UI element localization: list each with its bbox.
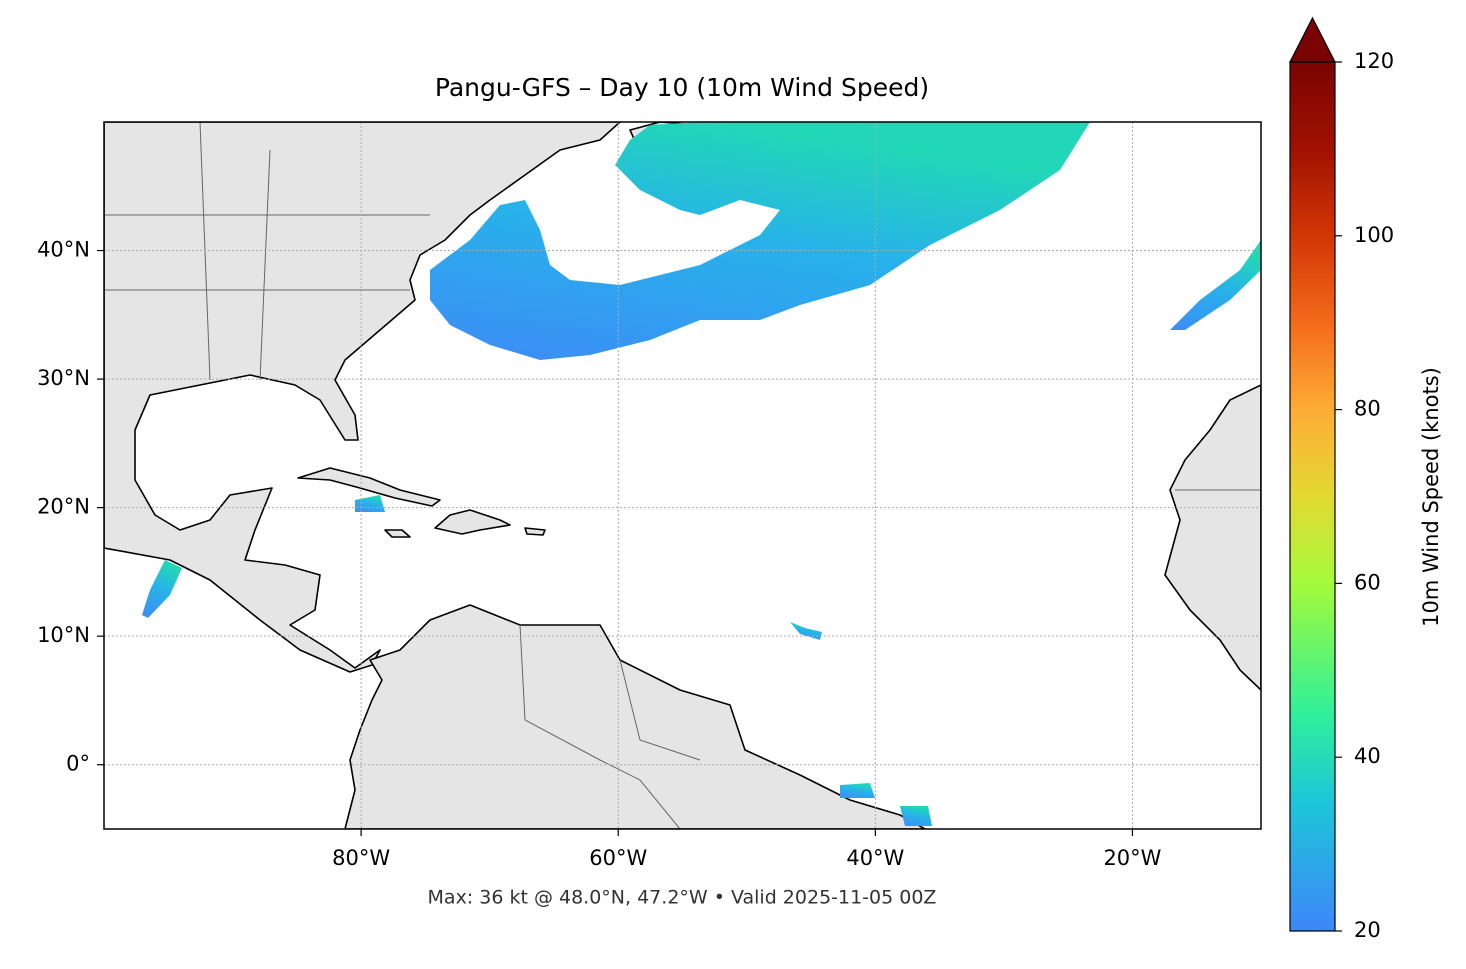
puerto-rico — [524, 527, 546, 536]
x-tick-label: 60°W — [589, 846, 647, 870]
map-frame — [103, 121, 1262, 830]
colorbar-label: 10m Wind Speed (knots) — [1419, 367, 1443, 627]
jamaica — [384, 529, 411, 538]
cuba — [297, 467, 441, 507]
wind-swath — [900, 806, 932, 826]
map — [104, 122, 1261, 829]
wind-swath — [430, 122, 1090, 360]
x-tick-label: 80°W — [332, 846, 390, 870]
y-tick-label: 30°N — [37, 366, 90, 390]
y-tick-label: 40°N — [37, 238, 90, 262]
footer-annotation: Max: 36 kt @ 48.0°N, 47.2°W • Valid 2025… — [428, 887, 937, 909]
y-tick-label: 10°N — [37, 623, 90, 647]
colorbar-tick-label: 120 — [1354, 49, 1394, 73]
colorbar — [1290, 62, 1335, 931]
colorbar-extend — [1289, 16, 1336, 63]
wind-swath — [790, 622, 822, 640]
wind-swath — [840, 783, 875, 798]
colorbar-frame — [1289, 61, 1336, 932]
wind-swath — [355, 495, 385, 512]
x-tick-label: 20°W — [1103, 846, 1161, 870]
colorbar-tick-label: 100 — [1354, 223, 1394, 247]
y-tick-label: 20°N — [37, 495, 90, 519]
x-tick-label: 40°W — [846, 846, 904, 870]
sa-borders — [619, 659, 701, 761]
chart-title: Pangu-GFS – Day 10 (10m Wind Speed) — [435, 73, 929, 102]
sa-borders — [519, 624, 681, 829]
wind-swath — [1170, 240, 1261, 330]
hispaniola — [434, 509, 511, 535]
colorbar-tick-label: 20 — [1354, 918, 1381, 942]
state-borders — [259, 149, 271, 381]
colorbar-tick-label: 60 — [1354, 570, 1381, 594]
wind-swath — [142, 560, 182, 618]
y-tick-label: 0° — [66, 752, 90, 776]
colorbar-tick-label: 80 — [1354, 397, 1381, 421]
south-america — [344, 604, 926, 829]
colorbar-tick-label: 40 — [1354, 744, 1381, 768]
africa — [1164, 384, 1261, 691]
north-america — [104, 122, 621, 673]
